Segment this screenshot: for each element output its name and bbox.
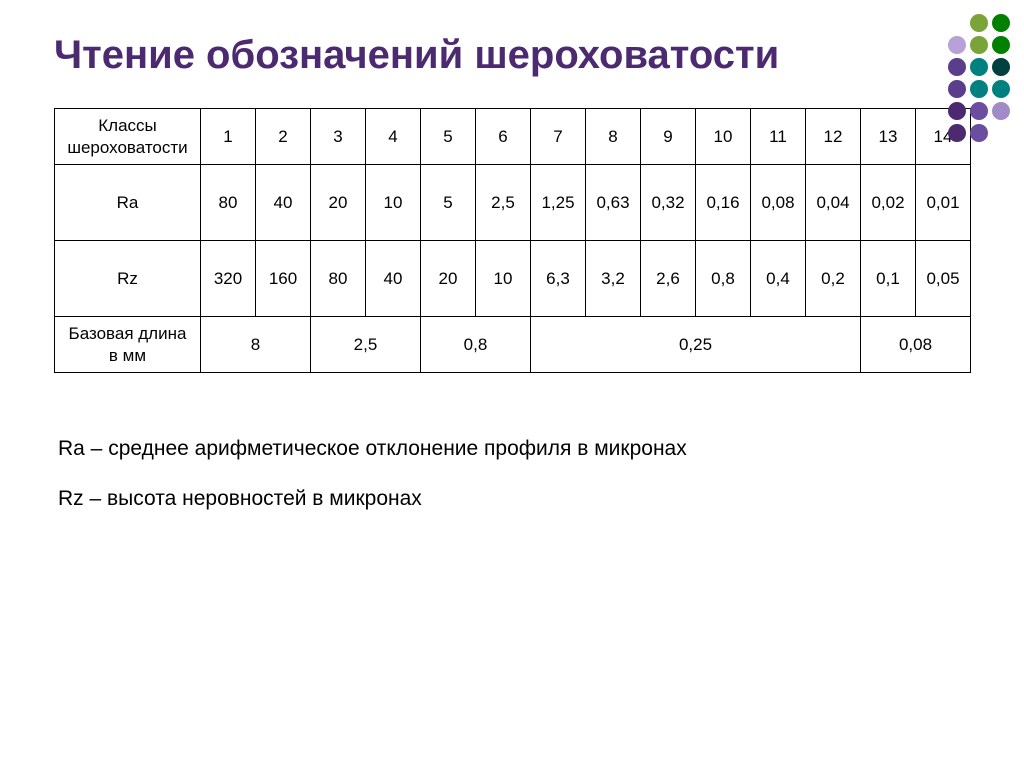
table-cell: 0,16 — [696, 165, 751, 241]
decor-dot — [992, 80, 1010, 98]
table-cell: 5 — [421, 165, 476, 241]
note-ra: Ra – среднее арифметическое отклонение п… — [58, 437, 970, 461]
table-body: Классышероховатости1234567891011121314Ra… — [55, 109, 971, 373]
table-cell: 40 — [366, 241, 421, 317]
table-cell: 6,3 — [531, 241, 586, 317]
note-rz: Rz – высота неровностей в микронах — [58, 487, 970, 511]
row-label: Rz — [55, 241, 201, 317]
table-cell: 0,8 — [421, 317, 531, 373]
table-cell: 20 — [311, 165, 366, 241]
table-cell: 20 — [421, 241, 476, 317]
decor-dot — [970, 102, 988, 120]
table-cell: 2 — [256, 109, 311, 165]
table-cell: 0,01 — [916, 165, 971, 241]
table-cell: 10 — [696, 109, 751, 165]
table-cell: 80 — [201, 165, 256, 241]
table-cell: 1,25 — [531, 165, 586, 241]
table-cell: 6 — [476, 109, 531, 165]
table-cell: 8 — [586, 109, 641, 165]
table-cell: 0,25 — [531, 317, 861, 373]
table-cell: 1 — [201, 109, 256, 165]
decor-dot — [970, 124, 988, 142]
table-cell: 0,32 — [641, 165, 696, 241]
decor-dot — [948, 58, 966, 76]
decor-dot — [970, 58, 988, 76]
table-cell: 0,04 — [806, 165, 861, 241]
decor-dot — [992, 58, 1010, 76]
table-cell: 8 — [201, 317, 311, 373]
decor-dot — [948, 36, 966, 54]
decor-dot — [970, 80, 988, 98]
corner-decoration — [948, 14, 1010, 142]
table-cell: 13 — [861, 109, 916, 165]
row-label: Ra — [55, 165, 201, 241]
table-cell: 2,5 — [311, 317, 421, 373]
decor-dot — [970, 14, 988, 32]
slide-content: Чтение обозначений шероховатости Классыш… — [0, 0, 1024, 511]
decor-dot — [948, 102, 966, 120]
table-cell: 10 — [366, 165, 421, 241]
table-cell: 80 — [311, 241, 366, 317]
table-cell: 160 — [256, 241, 311, 317]
page-title: Чтение обозначений шероховатости — [54, 30, 970, 80]
table-cell: 0,08 — [861, 317, 971, 373]
decor-dot — [992, 36, 1010, 54]
table-cell: 5 — [421, 109, 476, 165]
table-cell: 12 — [806, 109, 861, 165]
table-cell: 2,5 — [476, 165, 531, 241]
table-cell: 0,08 — [751, 165, 806, 241]
table-row: Базовая длинав мм82,50,80,250,08 — [55, 317, 971, 373]
table-cell: 0,63 — [586, 165, 641, 241]
decor-dot — [948, 124, 966, 142]
row-label: Базовая длинав мм — [55, 317, 201, 373]
table-cell: 0,4 — [751, 241, 806, 317]
table-cell: 0,1 — [861, 241, 916, 317]
table-row: Классышероховатости1234567891011121314 — [55, 109, 971, 165]
notes-block: Ra – среднее арифметическое отклонение п… — [54, 437, 970, 511]
table-cell: 0,2 — [806, 241, 861, 317]
roughness-table: Классышероховатости1234567891011121314Ra… — [54, 108, 971, 373]
table-cell: 320 — [201, 241, 256, 317]
table-cell: 7 — [531, 109, 586, 165]
table-cell: 0,05 — [916, 241, 971, 317]
decor-dot — [992, 102, 1010, 120]
decor-dot — [970, 36, 988, 54]
table-cell: 0,8 — [696, 241, 751, 317]
row-label: Классышероховатости — [55, 109, 201, 165]
decor-dot — [992, 14, 1010, 32]
table-cell: 0,02 — [861, 165, 916, 241]
table-row: Ra8040201052,51,250,630,320,160,080,040,… — [55, 165, 971, 241]
table-cell: 11 — [751, 109, 806, 165]
decor-dot — [948, 80, 966, 98]
table-cell: 2,6 — [641, 241, 696, 317]
table-row: Rz320160804020106,33,22,60,80,40,20,10,0… — [55, 241, 971, 317]
table-cell: 10 — [476, 241, 531, 317]
table-cell: 4 — [366, 109, 421, 165]
table-cell: 3 — [311, 109, 366, 165]
table-cell: 9 — [641, 109, 696, 165]
table-cell: 3,2 — [586, 241, 641, 317]
table-cell: 40 — [256, 165, 311, 241]
